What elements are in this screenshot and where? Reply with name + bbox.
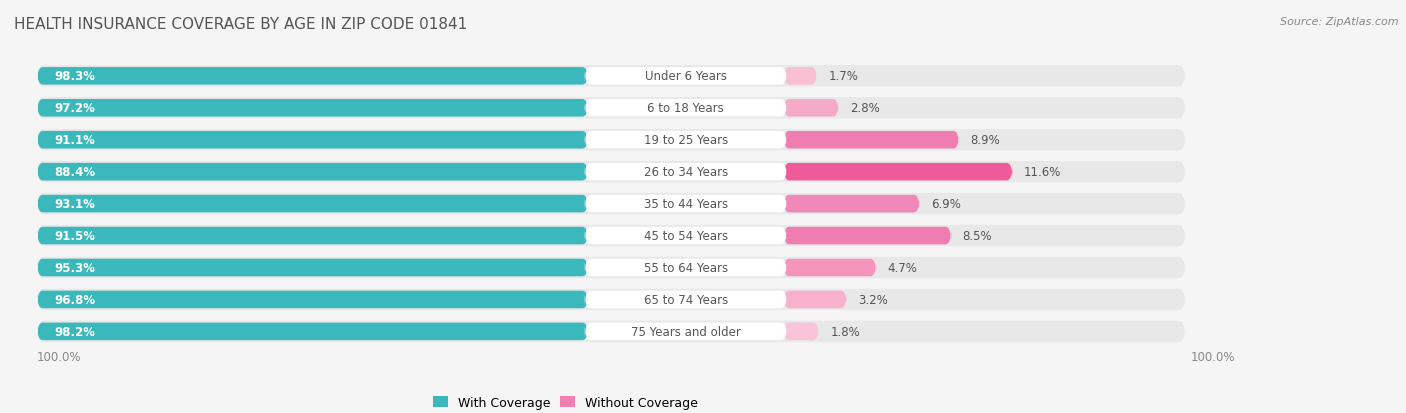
Legend: With Coverage, Without Coverage: With Coverage, Without Coverage	[427, 391, 703, 413]
FancyBboxPatch shape	[37, 195, 588, 213]
Text: 91.5%: 91.5%	[55, 230, 96, 242]
Text: 2.8%: 2.8%	[851, 102, 880, 115]
Text: Under 6 Years: Under 6 Years	[645, 70, 727, 83]
FancyBboxPatch shape	[783, 100, 838, 117]
Text: 1.7%: 1.7%	[828, 70, 858, 83]
FancyBboxPatch shape	[783, 132, 959, 149]
FancyBboxPatch shape	[37, 130, 1185, 151]
Text: 100.0%: 100.0%	[1191, 350, 1236, 363]
FancyBboxPatch shape	[37, 66, 1185, 87]
Text: 11.6%: 11.6%	[1024, 166, 1062, 179]
FancyBboxPatch shape	[37, 164, 588, 181]
Text: 65 to 74 Years: 65 to 74 Years	[644, 293, 728, 306]
FancyBboxPatch shape	[37, 98, 1185, 119]
FancyBboxPatch shape	[783, 291, 846, 309]
FancyBboxPatch shape	[585, 68, 787, 85]
Text: 100.0%: 100.0%	[37, 350, 82, 363]
Text: 45 to 54 Years: 45 to 54 Years	[644, 230, 728, 242]
FancyBboxPatch shape	[37, 227, 588, 245]
Text: 6.9%: 6.9%	[931, 198, 962, 211]
FancyBboxPatch shape	[783, 164, 1012, 181]
Text: 88.4%: 88.4%	[55, 166, 96, 179]
Text: 6 to 18 Years: 6 to 18 Years	[647, 102, 724, 115]
FancyBboxPatch shape	[37, 321, 1185, 342]
Text: 8.9%: 8.9%	[970, 134, 1001, 147]
FancyBboxPatch shape	[585, 323, 787, 340]
Text: 98.3%: 98.3%	[55, 70, 96, 83]
Text: 98.2%: 98.2%	[55, 325, 96, 338]
Text: 97.2%: 97.2%	[55, 102, 96, 115]
FancyBboxPatch shape	[585, 195, 787, 213]
Text: Source: ZipAtlas.com: Source: ZipAtlas.com	[1281, 17, 1399, 26]
Text: HEALTH INSURANCE COVERAGE BY AGE IN ZIP CODE 01841: HEALTH INSURANCE COVERAGE BY AGE IN ZIP …	[14, 17, 467, 31]
Text: 35 to 44 Years: 35 to 44 Years	[644, 198, 728, 211]
FancyBboxPatch shape	[783, 323, 818, 340]
Text: 55 to 64 Years: 55 to 64 Years	[644, 261, 728, 274]
Text: 96.8%: 96.8%	[55, 293, 96, 306]
Text: 26 to 34 Years: 26 to 34 Years	[644, 166, 728, 179]
FancyBboxPatch shape	[37, 257, 1185, 278]
Text: 19 to 25 Years: 19 to 25 Years	[644, 134, 728, 147]
FancyBboxPatch shape	[585, 100, 787, 117]
FancyBboxPatch shape	[37, 100, 588, 117]
FancyBboxPatch shape	[585, 132, 787, 149]
FancyBboxPatch shape	[37, 68, 588, 85]
FancyBboxPatch shape	[585, 291, 787, 309]
Text: 91.1%: 91.1%	[55, 134, 96, 147]
Text: 3.2%: 3.2%	[858, 293, 887, 306]
FancyBboxPatch shape	[37, 132, 588, 149]
Text: 1.8%: 1.8%	[831, 325, 860, 338]
Text: 4.7%: 4.7%	[887, 261, 918, 274]
FancyBboxPatch shape	[37, 161, 1185, 183]
Text: 93.1%: 93.1%	[55, 198, 96, 211]
FancyBboxPatch shape	[783, 195, 920, 213]
FancyBboxPatch shape	[783, 259, 876, 277]
FancyBboxPatch shape	[37, 225, 1185, 247]
FancyBboxPatch shape	[37, 323, 588, 340]
Text: 8.5%: 8.5%	[963, 230, 993, 242]
FancyBboxPatch shape	[783, 227, 952, 245]
FancyBboxPatch shape	[783, 68, 817, 85]
FancyBboxPatch shape	[585, 164, 787, 181]
FancyBboxPatch shape	[37, 291, 588, 309]
FancyBboxPatch shape	[37, 259, 588, 277]
FancyBboxPatch shape	[37, 289, 1185, 311]
FancyBboxPatch shape	[37, 193, 1185, 215]
FancyBboxPatch shape	[585, 259, 787, 277]
Text: 75 Years and older: 75 Years and older	[631, 325, 741, 338]
Text: 95.3%: 95.3%	[55, 261, 96, 274]
FancyBboxPatch shape	[585, 227, 787, 245]
